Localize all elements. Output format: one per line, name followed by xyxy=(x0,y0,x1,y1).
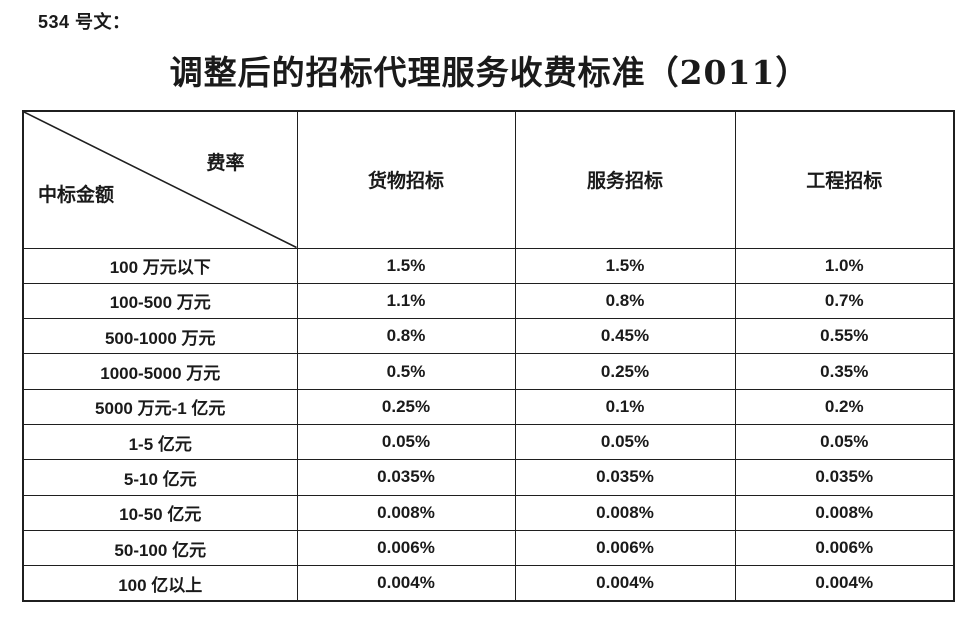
header-row: 费率 中标金额 货物招标 服务招标 工程招标 xyxy=(22,110,955,249)
doc-number-label: 534 号文： xyxy=(38,12,131,32)
rate-cell: 0.004% xyxy=(514,565,736,602)
column-header-services: 服务招标 xyxy=(514,110,736,249)
table-row: 10-50 亿元 0.008% 0.008% 0.008% xyxy=(22,494,955,531)
rate-cell: 0.5% xyxy=(296,353,516,390)
table-row: 50-100 亿元 0.006% 0.006% 0.006% xyxy=(22,529,955,567)
table-row: 100-500 万元 1.1% 0.8% 0.7% xyxy=(22,282,955,320)
rate-cell: 0.35% xyxy=(734,353,955,390)
rate-cell: 0.2% xyxy=(734,388,955,425)
rate-cell: 0.8% xyxy=(296,318,516,355)
rate-cell: 0.008% xyxy=(296,494,516,531)
rate-cell: 0.05% xyxy=(734,423,955,461)
rate-cell: 1.5% xyxy=(514,247,736,284)
rate-cell: 0.006% xyxy=(734,529,955,567)
amount-cell: 100 亿以上 xyxy=(22,565,298,602)
column-header-engineering: 工程招标 xyxy=(734,110,955,249)
table-row: 1000-5000 万元 0.5% 0.25% 0.35% xyxy=(22,353,955,390)
amount-cell: 5-10 亿元 xyxy=(22,459,298,496)
corner-cell: 费率 中标金额 xyxy=(22,110,298,249)
amount-cell: 10-50 亿元 xyxy=(22,494,298,531)
rate-cell: 1.0% xyxy=(734,247,955,284)
amount-cell: 1000-5000 万元 xyxy=(22,353,298,390)
rate-cell: 0.7% xyxy=(734,282,955,320)
diagonal-line-icon xyxy=(24,112,297,248)
amount-cell: 1-5 亿元 xyxy=(22,423,298,461)
table-row: 100 万元以下 1.5% 1.5% 1.0% xyxy=(22,247,955,284)
rate-cell: 0.008% xyxy=(514,494,736,531)
amount-cell: 500-1000 万元 xyxy=(22,318,298,355)
table-row: 5-10 亿元 0.035% 0.035% 0.035% xyxy=(22,459,955,496)
rate-cell: 0.004% xyxy=(734,565,955,602)
rate-cell: 0.1% xyxy=(514,388,736,425)
rate-cell: 0.8% xyxy=(514,282,736,320)
amount-cell: 50-100 亿元 xyxy=(22,529,298,567)
table-row: 100 亿以上 0.004% 0.004% 0.004% xyxy=(22,565,955,602)
rate-cell: 1.5% xyxy=(296,247,516,284)
rate-cell: 0.035% xyxy=(734,459,955,496)
rate-cell: 0.006% xyxy=(296,529,516,567)
rate-cell: 0.004% xyxy=(296,565,516,602)
rate-cell: 0.45% xyxy=(514,318,736,355)
rate-cell: 0.25% xyxy=(296,388,516,425)
table-row: 5000 万元-1 亿元 0.25% 0.1% 0.2% xyxy=(22,388,955,425)
amount-cell: 100 万元以下 xyxy=(22,247,298,284)
page-title: 调整后的招标代理服务收费标准（2011） xyxy=(169,53,810,92)
rate-cell: 1.1% xyxy=(296,282,516,320)
corner-label-rate: 费率 xyxy=(206,153,245,174)
fee-table-body: 100 万元以下 1.5% 1.5% 1.0% 100-500 万元 1.1% 0.8% 0.… xyxy=(22,247,955,602)
amount-cell: 5000 万元-1 亿元 xyxy=(22,388,298,425)
rate-cell: 0.05% xyxy=(296,423,516,461)
rate-cell: 0.008% xyxy=(734,494,955,531)
rate-cell: 0.05% xyxy=(514,423,736,461)
amount-cell: 100-500 万元 xyxy=(22,282,298,320)
table-row: 1-5 亿元 0.05% 0.05% 0.05% xyxy=(22,423,955,461)
fee-table: 费率 中标金额 货物招标 服务招标 工程招标 100 万元以下 1.5% 1.5% 1… xyxy=(22,110,955,602)
column-header-goods: 货物招标 xyxy=(296,110,516,249)
corner-label-amount: 中标金额 xyxy=(38,185,115,206)
rate-cell: 0.55% xyxy=(734,318,955,355)
table-row: 500-1000 万元 0.8% 0.45% 0.55% xyxy=(22,318,955,355)
rate-cell: 0.25% xyxy=(514,353,736,390)
rate-cell: 0.035% xyxy=(296,459,516,496)
rate-cell: 0.006% xyxy=(514,529,736,567)
rate-cell: 0.035% xyxy=(514,459,736,496)
